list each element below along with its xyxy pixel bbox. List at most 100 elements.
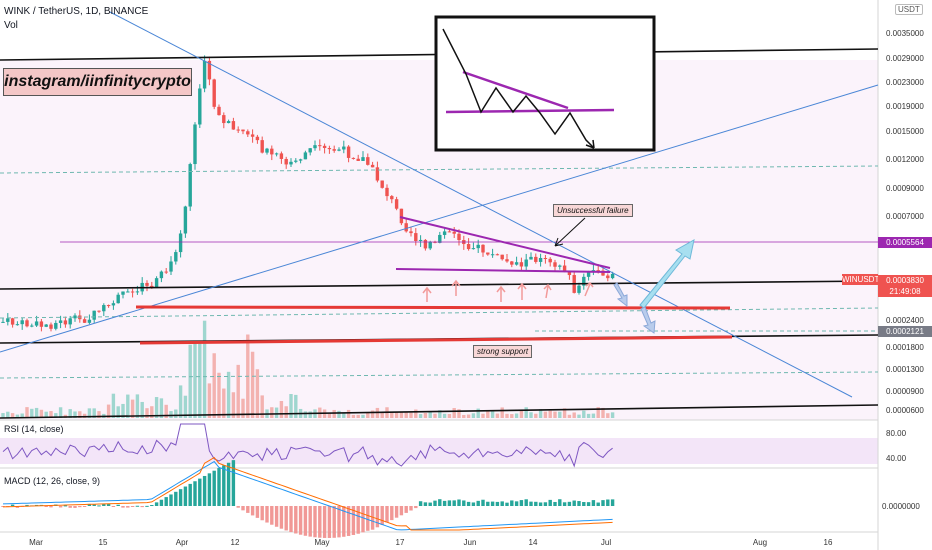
macd-bar — [164, 497, 168, 506]
volume-bar — [423, 412, 428, 418]
macd-bar — [495, 501, 500, 506]
macd-bar — [226, 462, 231, 506]
candle-body — [284, 158, 288, 165]
projection-arrows — [613, 239, 695, 334]
candle-body — [241, 129, 245, 132]
volume-bar — [370, 410, 375, 418]
candle-body — [366, 157, 370, 165]
volume-bar — [270, 407, 274, 418]
macd-bar — [394, 506, 399, 518]
macd-bar — [418, 501, 423, 506]
volume-layer — [1, 320, 615, 418]
macd-bar — [438, 499, 442, 506]
macd-bar — [490, 501, 495, 506]
candle-body — [34, 321, 39, 326]
candle-body — [447, 231, 452, 233]
macd-bar — [524, 499, 528, 506]
macd-bar — [111, 506, 116, 507]
volume-bar — [327, 413, 332, 418]
macd-bar — [236, 506, 240, 508]
volume-bar — [188, 344, 192, 418]
volume-bar — [591, 413, 596, 418]
volume-bar — [486, 410, 490, 418]
volume-bar — [106, 404, 111, 418]
volume-bar — [39, 409, 44, 418]
macd-bar — [471, 502, 476, 506]
volume-bar — [140, 401, 144, 418]
candle-body — [567, 272, 572, 276]
macd-bar — [58, 506, 63, 508]
candle-body — [15, 324, 20, 326]
volume-label: Vol — [4, 20, 18, 31]
candle-body — [519, 262, 524, 267]
price-tick-label: 0.0000600 — [886, 406, 924, 415]
candle-body — [111, 303, 116, 306]
macd-bar — [174, 491, 178, 506]
macd-bar — [332, 506, 336, 538]
candle-body — [606, 275, 610, 279]
macd-bar — [538, 502, 543, 506]
candle-body — [126, 291, 130, 293]
macd-bar — [346, 506, 351, 536]
candle-body — [303, 152, 308, 160]
candle-body — [6, 318, 10, 322]
candle-body — [135, 291, 140, 293]
symbol-tag: WINUSDT — [842, 274, 880, 285]
macd-bar — [183, 486, 188, 506]
signal-line — [2, 456, 613, 531]
time-axis[interactable]: Mar 15 Apr 12 May 17 Jun 14 Jul Aug 16 — [29, 538, 833, 547]
candle-body — [610, 273, 615, 279]
volume-bar — [577, 414, 581, 418]
candle-body — [370, 164, 375, 168]
candle-body — [231, 121, 236, 130]
candle-body — [246, 131, 250, 135]
macd-bar — [250, 506, 255, 516]
macd-bar — [457, 499, 461, 506]
macd-bar — [298, 506, 303, 535]
macd-bar — [217, 468, 221, 506]
volume-bar — [116, 406, 120, 418]
macd-bar — [380, 506, 384, 525]
macd-bar — [548, 499, 552, 506]
candle-body — [404, 223, 408, 232]
candle-body — [68, 318, 72, 325]
volume-bar — [510, 414, 514, 418]
volume-bar — [25, 407, 29, 418]
candle-body — [97, 310, 101, 312]
volume-bar — [198, 343, 202, 418]
candle-body — [255, 136, 260, 141]
candle-body — [164, 271, 168, 273]
volume-bar — [97, 411, 101, 418]
volume-bar — [126, 394, 130, 418]
time-tick-label: Jun — [464, 538, 477, 547]
candle-body — [596, 270, 600, 272]
currency-badge[interactable]: USDT — [895, 4, 923, 15]
rsi-band — [0, 438, 878, 464]
candle-body — [322, 145, 327, 149]
volume-bar — [154, 397, 159, 418]
candle-body — [442, 231, 447, 235]
macd-bar — [231, 460, 236, 506]
countdown-tag: 21:49:08 — [878, 286, 932, 297]
macd-bar — [318, 506, 322, 538]
volume-bar — [130, 399, 135, 418]
candle-body — [481, 244, 485, 253]
candle-body — [226, 121, 231, 124]
volume-bar — [380, 412, 384, 418]
candle-body — [380, 180, 384, 188]
macd-bar — [366, 506, 370, 531]
price-axis[interactable]: 0.0035000 0.0029000 0.0023000 0.0019000 0.00… — [882, 29, 924, 511]
candle-body — [414, 233, 418, 242]
candle-body — [476, 244, 480, 249]
candle-body — [169, 261, 173, 272]
candle-body — [121, 291, 125, 295]
candle-body — [399, 208, 404, 224]
bounce-arrows — [422, 279, 594, 302]
macd-bar — [543, 502, 548, 506]
candle-body — [327, 148, 332, 150]
macd-bar — [558, 499, 562, 506]
volume-bar — [6, 411, 10, 418]
promo-label: instagram/iinfinitycrypto — [3, 68, 192, 96]
time-tick-label: 17 — [396, 538, 405, 547]
